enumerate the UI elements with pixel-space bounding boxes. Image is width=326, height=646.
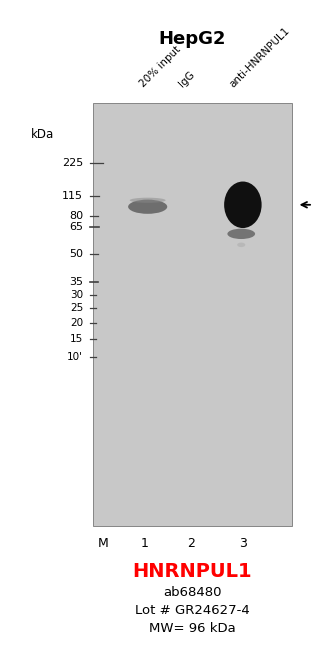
Text: kDa: kDa <box>31 128 54 141</box>
Text: 3: 3 <box>239 537 247 550</box>
Text: HNRNPUL1: HNRNPUL1 <box>133 562 252 581</box>
Text: 20% input: 20% input <box>138 45 183 89</box>
Text: IgG: IgG <box>177 70 197 89</box>
Text: 35: 35 <box>69 277 83 287</box>
Text: 225: 225 <box>62 158 83 168</box>
Text: 115: 115 <box>62 191 83 201</box>
Ellipse shape <box>130 198 166 203</box>
Text: 15: 15 <box>70 333 83 344</box>
Text: 30: 30 <box>70 290 83 300</box>
Text: HepG2: HepG2 <box>158 30 226 48</box>
Text: M: M <box>97 537 108 550</box>
Text: 20: 20 <box>70 318 83 328</box>
Ellipse shape <box>128 200 167 214</box>
Text: anti-HNRNPUL1: anti-HNRNPUL1 <box>228 25 291 89</box>
Text: 65: 65 <box>69 222 83 233</box>
Text: 2: 2 <box>187 537 195 550</box>
Bar <box>93 103 292 526</box>
Text: 10': 10' <box>67 352 83 362</box>
Text: 1: 1 <box>141 537 149 550</box>
Ellipse shape <box>237 242 245 247</box>
Text: 80: 80 <box>69 211 83 221</box>
Text: Lot # GR24627-4: Lot # GR24627-4 <box>135 604 250 617</box>
Text: MW= 96 kDa: MW= 96 kDa <box>149 622 236 635</box>
Ellipse shape <box>224 182 262 228</box>
Ellipse shape <box>228 229 255 239</box>
Text: 25: 25 <box>70 303 83 313</box>
Text: ab68480: ab68480 <box>163 586 222 599</box>
Text: 50: 50 <box>69 249 83 259</box>
